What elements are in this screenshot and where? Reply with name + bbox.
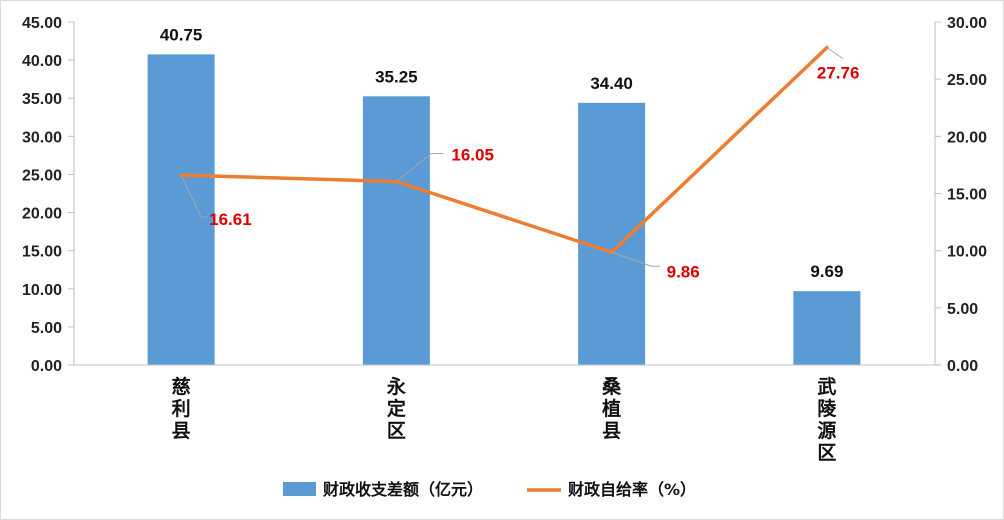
y-right-tick-label: 25.00: [947, 72, 987, 89]
bar-value-label: 40.75: [160, 25, 203, 44]
bar-value-label: 9.69: [810, 262, 843, 281]
y-left-tick-label: 45.00: [22, 15, 62, 32]
line-label-leader: [396, 152, 444, 182]
bar-value-label: 34.40: [590, 74, 633, 93]
bar: [793, 291, 861, 365]
line-label-leader: [180, 174, 208, 218]
y-left-tick-label: 30.00: [22, 129, 62, 146]
y-left-tick-label: 20.00: [22, 206, 62, 223]
y-right-tick-label: 30.00: [947, 15, 987, 32]
y-right-tick-label: 10.00: [947, 244, 987, 261]
y-left-tick-label: 0.00: [31, 358, 62, 375]
legend-bar-swatch: [283, 482, 316, 496]
y-left-tick-label: 35.00: [22, 91, 62, 108]
y-left-tick-label: 10.00: [22, 282, 62, 299]
bar-value-label: 35.25: [375, 67, 418, 86]
line-value-label: 16.05: [451, 145, 494, 164]
y-left-tick-label: 40.00: [22, 53, 62, 70]
legend-bar-label: 财政收支差额（亿元）: [322, 480, 483, 499]
line-value-label: 27.76: [817, 64, 860, 83]
bar: [362, 96, 430, 366]
category-label: 慈利县: [172, 375, 191, 442]
line-series-path: [181, 46, 829, 255]
y-left-tick-label: 15.00: [22, 244, 62, 261]
line-value-label: 9.86: [667, 262, 700, 281]
bar: [578, 102, 646, 365]
category-label: 永定区: [386, 375, 407, 442]
line-value-label: 16.61: [209, 210, 252, 229]
line-label-leader: [826, 47, 844, 60]
y-right-tick-label: 20.00: [947, 129, 987, 146]
y-right-tick-label: 0.00: [947, 358, 978, 375]
line-label-leader: [611, 251, 660, 267]
category-label: 武陵源区: [817, 376, 837, 464]
y-right-tick-label: 5.00: [947, 301, 978, 318]
bar: [147, 54, 215, 366]
y-left-tick-label: 5.00: [31, 320, 62, 337]
y-right-tick-label: 15.00: [947, 187, 987, 204]
y-left-tick-label: 25.00: [22, 167, 62, 184]
legend-line-label: 财政自给率（%）: [567, 480, 696, 499]
category-label: 桑植县: [602, 376, 622, 442]
